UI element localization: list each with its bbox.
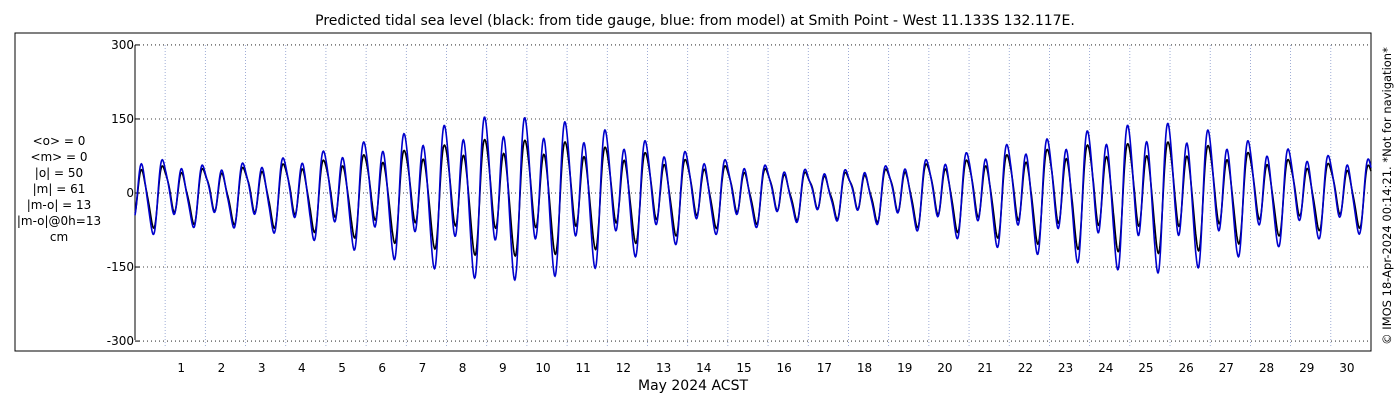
chart-title: Predicted tidal sea level (black: from t… <box>315 13 1075 29</box>
x-tick-label: 14 <box>696 361 711 375</box>
stat-line: |m| = 61 <box>33 182 86 196</box>
x-tick-label: 29 <box>1299 361 1314 375</box>
x-tick-label: 3 <box>258 361 266 375</box>
x-tick-label: 23 <box>1058 361 1073 375</box>
stat-line: |m-o| = 13 <box>27 198 92 212</box>
x-tick-label: 7 <box>419 361 427 375</box>
grid <box>135 44 1371 346</box>
stat-line: cm <box>50 230 68 244</box>
x-tick-label: 28 <box>1259 361 1274 375</box>
x-tick-label: 5 <box>338 361 346 375</box>
x-tick-label: 20 <box>937 361 952 375</box>
x-tick-label: 18 <box>857 361 872 375</box>
x-tick-label: 27 <box>1219 361 1234 375</box>
tide-gauge-series-line <box>134 138 1372 258</box>
x-tick-label: 4 <box>298 361 306 375</box>
y-tick-label: 150 <box>111 112 134 126</box>
x-tick-label: 24 <box>1098 361 1113 375</box>
x-tick-label: 26 <box>1178 361 1193 375</box>
stat-line: <o> = 0 <box>33 134 86 148</box>
model-series-line <box>134 116 1372 282</box>
x-tick-label: 11 <box>576 361 591 375</box>
x-tick-label: 10 <box>535 361 550 375</box>
stats-block: <o> = 0 <m> = 0 |o| = 50 |m| = 61 |m-o| = 13… <box>17 134 101 244</box>
x-tick-label: 25 <box>1138 361 1153 375</box>
x-tick-label: 8 <box>459 361 467 375</box>
x-tick-label: 13 <box>656 361 671 375</box>
x-axis-label: May 2024 ACST <box>638 378 748 394</box>
series-group <box>134 116 1372 282</box>
x-tick-label: 1 <box>177 361 185 375</box>
x-tick-label: 2 <box>218 361 226 375</box>
x-tick-label: 19 <box>897 361 912 375</box>
x-tick-label: 9 <box>499 361 507 375</box>
stat-line: <m> = 0 <box>30 150 87 164</box>
y-tick-label: -300 <box>107 334 134 348</box>
x-axis-ticks: 1 2 3 4 5 6 7 8 9 10 11 12 13 14 15 16 17 18 19 20 21 22 23 24 2… <box>177 361 1354 375</box>
x-tick-label: 12 <box>616 361 631 375</box>
copyright-note: © IMOS 18-Apr-2024 00:14:21. *Not for na… <box>1380 47 1394 345</box>
y-tick-label: -150 <box>107 260 134 274</box>
y-tick-label: 300 <box>111 38 134 52</box>
x-tick-label: 21 <box>978 361 993 375</box>
x-tick-label: 17 <box>817 361 832 375</box>
x-tick-label: 16 <box>777 361 792 375</box>
x-tick-label: 30 <box>1339 361 1354 375</box>
stat-line: |o| = 50 <box>35 166 83 180</box>
y-tick-label: 0 <box>126 186 134 200</box>
x-tick-label: 15 <box>736 361 751 375</box>
figure-frame <box>14 32 1372 352</box>
x-tick-label: 22 <box>1018 361 1033 375</box>
y-axis-ticks: -300 -150 0 150 300 <box>107 38 140 348</box>
x-tick-label: 6 <box>378 361 386 375</box>
stat-line: |m-o|@0h=13 <box>17 214 101 228</box>
